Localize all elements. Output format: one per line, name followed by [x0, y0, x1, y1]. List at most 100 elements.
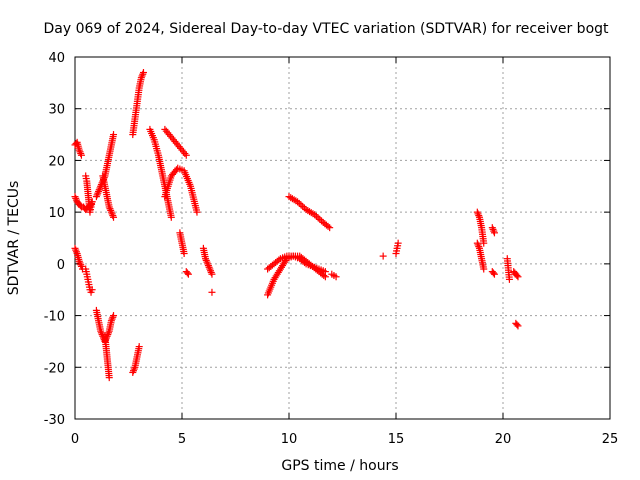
data-points	[71, 69, 522, 382]
data-point-marker	[139, 69, 147, 77]
data-point-marker	[97, 329, 105, 337]
x-tick-label: 15	[388, 432, 405, 447]
chart-title: Day 069 of 2024, Sidereal Day-to-day VTE…	[43, 21, 609, 37]
data-point-marker	[316, 215, 324, 223]
data-point-marker	[182, 151, 190, 159]
data-point-marker	[473, 239, 481, 247]
data-point-marker	[138, 72, 146, 80]
plot-frame	[74, 56, 611, 420]
data-point-marker	[107, 206, 115, 214]
data-point-marker	[71, 244, 79, 252]
data-point-marker	[109, 313, 117, 321]
x-tick-label: 20	[495, 432, 512, 447]
data-point-marker	[379, 252, 387, 260]
data-point-marker	[167, 213, 175, 221]
data-point-marker	[93, 191, 101, 199]
data-point-marker	[208, 270, 216, 278]
data-point-marker	[489, 269, 497, 277]
data-point-marker	[75, 257, 83, 265]
data-point-marker	[474, 241, 482, 249]
data-point-marker	[72, 246, 80, 254]
data-point-marker	[275, 256, 283, 264]
y-tick-labels: -30 -20 -10 0 10 20 30 40	[44, 51, 65, 428]
x-tick-label: 25	[602, 432, 619, 447]
data-point-marker	[108, 210, 116, 218]
data-point-marker	[294, 198, 302, 206]
data-point-marker	[394, 239, 402, 247]
data-point-marker	[208, 288, 216, 296]
data-point-marker	[106, 205, 114, 213]
data-point-marker	[321, 268, 329, 276]
data-point-marker	[110, 131, 118, 139]
data-point-marker	[475, 243, 483, 251]
data-point-marker	[135, 343, 143, 351]
data-point-marker	[514, 322, 522, 330]
data-point-marker	[488, 224, 496, 232]
data-point-marker	[297, 201, 305, 209]
data-point-marker	[202, 255, 210, 263]
data-point-marker	[129, 368, 137, 376]
data-point-marker	[311, 211, 319, 219]
data-point-marker	[72, 194, 80, 202]
data-point-marker	[95, 186, 103, 194]
data-point-marker	[205, 263, 213, 271]
x-tick-label: 0	[71, 432, 79, 447]
data-point-marker	[76, 259, 84, 267]
data-point-marker	[105, 329, 113, 337]
data-point-marker	[139, 70, 147, 78]
data-point-marker	[77, 261, 85, 269]
data-point-marker	[490, 270, 498, 278]
data-point-marker	[94, 189, 102, 197]
data-point-marker	[202, 256, 210, 264]
x-tick-label: 5	[178, 432, 186, 447]
data-point-marker	[77, 150, 85, 158]
x-axis-label: GPS time / hours	[281, 458, 398, 474]
x-tick-label: 10	[281, 432, 298, 447]
data-point-marker	[480, 239, 488, 247]
data-point-marker	[295, 199, 303, 207]
data-point-marker	[77, 151, 85, 159]
data-point-marker	[72, 248, 80, 256]
data-point-marker	[489, 225, 497, 233]
data-point-marker	[490, 227, 498, 235]
data-point-marker	[71, 193, 79, 201]
data-point-marker	[514, 273, 522, 281]
data-point-marker	[137, 74, 145, 82]
data-point-marker	[473, 208, 481, 216]
data-point-marker	[76, 202, 84, 210]
data-point-marker	[88, 198, 96, 206]
y-tick-label: 30	[48, 103, 65, 118]
y-tick-label: -30	[44, 413, 65, 428]
data-point-marker	[312, 212, 320, 220]
data-point-marker	[314, 214, 322, 222]
data-point-marker	[490, 229, 498, 237]
data-point-marker	[326, 224, 334, 232]
data-point-marker	[130, 365, 138, 373]
data-point-marker	[184, 270, 192, 278]
data-point-marker	[183, 269, 191, 277]
y-axis-label: SDTVAR / TECUs	[6, 181, 22, 296]
data-point-marker	[129, 367, 137, 375]
data-point-marker	[474, 210, 482, 218]
data-point-marker	[206, 265, 214, 273]
data-point-marker	[97, 327, 105, 335]
data-point-marker	[204, 260, 212, 268]
data-point-marker	[301, 259, 309, 267]
data-point-marker	[180, 250, 188, 258]
data-point-marker	[207, 268, 215, 276]
data-point-marker	[108, 315, 116, 323]
data-point-marker	[324, 222, 332, 230]
axis-ticks	[74, 56, 611, 420]
data-point-marker	[181, 150, 189, 158]
x-tick-labels: 0 5 10 15 20 25	[71, 432, 618, 447]
data-point-marker	[203, 258, 211, 266]
data-point-marker	[207, 267, 215, 275]
data-point-marker	[110, 312, 118, 320]
data-point-marker	[107, 317, 115, 325]
data-point-marker	[513, 271, 521, 279]
data-point-marker	[332, 273, 340, 281]
data-point-marker	[105, 374, 113, 382]
data-point-marker	[75, 146, 83, 154]
data-point-marker	[480, 265, 488, 273]
